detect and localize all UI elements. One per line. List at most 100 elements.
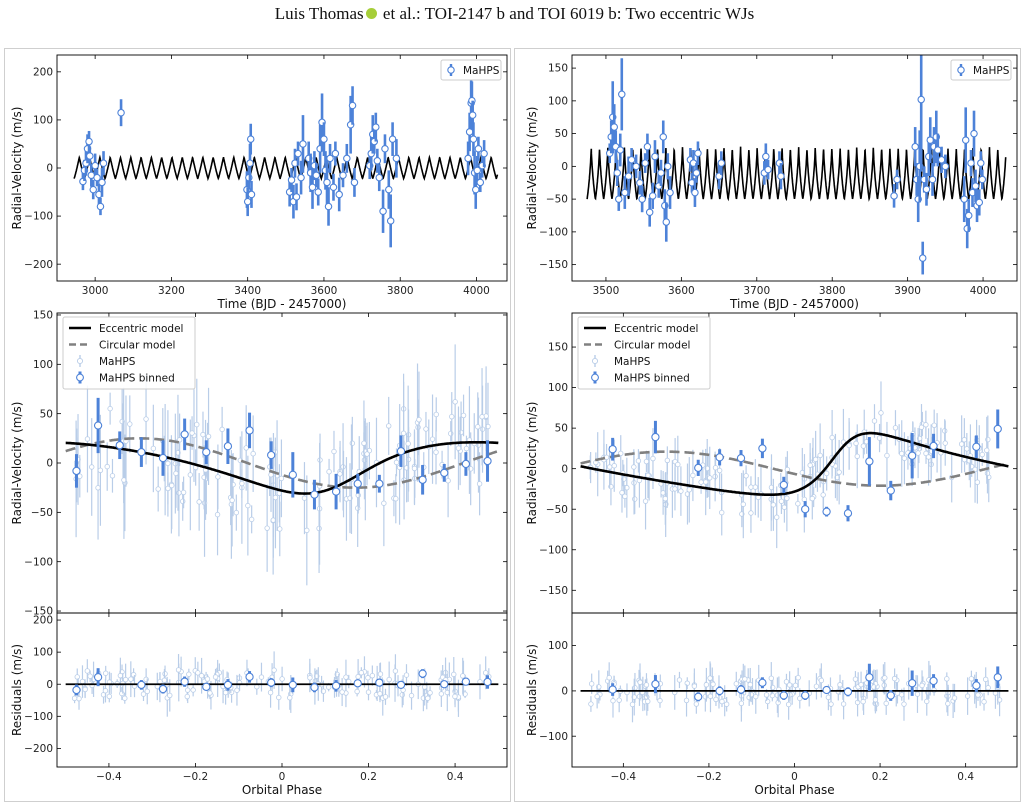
data-point bbox=[666, 188, 674, 197]
raw-point bbox=[901, 455, 908, 461]
legend-box bbox=[577, 316, 711, 390]
x-tick-label: 0.2 bbox=[872, 771, 889, 783]
y-axis-label: Radial-Velocity (m/s) bbox=[525, 402, 539, 525]
data-point bbox=[348, 101, 357, 110]
y-tick-label: −50 bbox=[546, 504, 568, 516]
series-rl bbox=[72, 668, 492, 696]
raw-point bbox=[675, 461, 681, 468]
raw-point bbox=[382, 694, 389, 700]
data-point bbox=[911, 142, 919, 151]
raw-point bbox=[449, 413, 455, 420]
raw-point bbox=[339, 689, 345, 695]
orcid-icon bbox=[365, 8, 377, 19]
raw-point bbox=[664, 457, 671, 464]
rv-model-curve bbox=[73, 154, 499, 182]
data-point bbox=[715, 453, 724, 462]
y-tick-label: 0 bbox=[46, 679, 53, 691]
data-point bbox=[85, 137, 93, 146]
x-axis-label: Orbital Phase bbox=[242, 783, 322, 797]
raw-point bbox=[267, 689, 274, 696]
raw-point bbox=[968, 676, 975, 682]
data-point bbox=[379, 207, 387, 216]
data-point bbox=[843, 687, 853, 696]
raw-point bbox=[479, 414, 485, 420]
raw-point bbox=[184, 687, 191, 693]
raw-point bbox=[325, 684, 332, 690]
data-point bbox=[243, 197, 252, 206]
raw-point bbox=[405, 441, 411, 447]
data-point bbox=[651, 432, 660, 442]
data-point bbox=[469, 135, 478, 143]
data-point bbox=[246, 135, 255, 143]
data-point bbox=[388, 135, 397, 143]
raw-point bbox=[925, 454, 932, 460]
toi-6019-figure: 3500 3600 3700 3800 3900 4000 −150 −100 −50 0 50 10… bbox=[525, 54, 1018, 797]
data-point bbox=[777, 172, 785, 180]
raw-point bbox=[460, 412, 467, 419]
series-pl bbox=[72, 397, 492, 510]
raw-data-pr bbox=[587, 381, 992, 549]
data-point bbox=[375, 173, 383, 182]
x-tick-label: 4000 bbox=[970, 285, 997, 297]
raw-point bbox=[364, 451, 370, 457]
data-point bbox=[299, 140, 307, 148]
raw-point bbox=[707, 693, 714, 699]
raw-point bbox=[892, 425, 899, 431]
raw-point bbox=[840, 701, 847, 707]
raw-point bbox=[781, 504, 788, 510]
raw-point bbox=[606, 675, 612, 681]
raw-point bbox=[130, 672, 137, 678]
raw-point bbox=[944, 676, 950, 682]
ticks-rr: −0.4 −0.2 0 0.2 0.4 −100 0 100 bbox=[539, 613, 1017, 783]
raw-point bbox=[860, 443, 867, 449]
raw-point bbox=[277, 526, 283, 532]
data-point bbox=[977, 159, 985, 167]
raw-point bbox=[452, 399, 458, 405]
y-tick-label: −100 bbox=[539, 226, 568, 238]
raw-point bbox=[823, 470, 830, 477]
raw-point bbox=[463, 445, 470, 452]
x-tick-label: 3000 bbox=[82, 285, 109, 297]
legend-box bbox=[950, 59, 1012, 81]
raw-point bbox=[876, 435, 883, 441]
raw-point bbox=[629, 701, 636, 708]
raw-point bbox=[975, 692, 981, 698]
raw-point bbox=[212, 674, 219, 680]
raw-point bbox=[809, 495, 815, 502]
raw-point bbox=[343, 674, 349, 680]
data-point bbox=[385, 185, 393, 194]
plot-tr: 3500 3600 3700 3800 3900 4000 −150 −100 −50 0 50 10… bbox=[525, 54, 1018, 311]
data-point bbox=[636, 178, 644, 187]
x-tick-label: −0.2 bbox=[696, 771, 722, 783]
data-point bbox=[758, 444, 767, 453]
raw-point bbox=[234, 687, 240, 693]
raw-point bbox=[784, 466, 791, 473]
data-point bbox=[613, 169, 622, 177]
data-point bbox=[93, 673, 103, 682]
raw-point bbox=[606, 464, 613, 470]
raw-point bbox=[690, 472, 696, 479]
raw-point bbox=[172, 460, 179, 467]
raw-point bbox=[393, 459, 400, 466]
raw-point bbox=[173, 470, 179, 477]
raw-point bbox=[918, 424, 925, 430]
raw-point bbox=[190, 687, 196, 693]
raw-point bbox=[194, 421, 200, 428]
raw-point bbox=[884, 452, 890, 459]
y-axis-label: Radial-Velocity (m/s) bbox=[10, 107, 24, 230]
data-point bbox=[890, 192, 898, 200]
y-tick-label: −150 bbox=[539, 585, 568, 597]
raw-point bbox=[852, 676, 859, 682]
data-point bbox=[331, 487, 341, 496]
raw-point bbox=[107, 405, 113, 412]
raw-point bbox=[243, 445, 249, 451]
raw-point bbox=[631, 464, 637, 470]
raw-point bbox=[684, 680, 690, 686]
raw-point bbox=[901, 701, 907, 707]
raw-point bbox=[622, 493, 628, 500]
raw-point bbox=[743, 473, 749, 479]
y-tick-label: 0 bbox=[561, 161, 568, 173]
legend-label: MaHPS binned bbox=[99, 373, 175, 385]
raw-point bbox=[278, 475, 285, 482]
plot-rl: −0.4 −0.2 0 0.2 0.4 −200 −100 0 100 200 Orbital Ph… bbox=[10, 612, 508, 797]
